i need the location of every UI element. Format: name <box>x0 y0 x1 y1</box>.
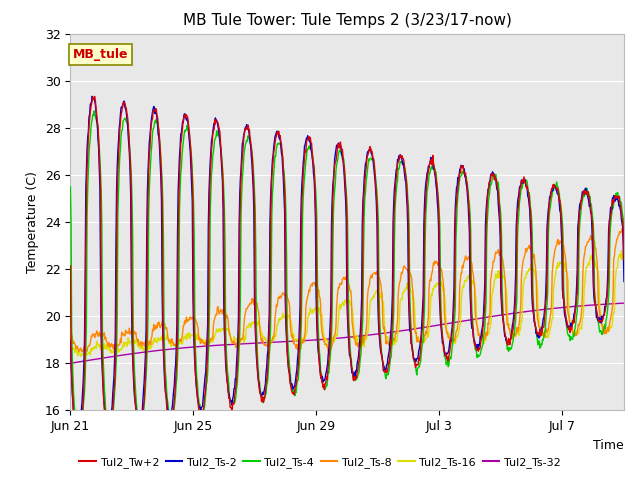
Legend: Tul2_Tw+2, Tul2_Ts-2, Tul2_Ts-4, Tul2_Ts-8, Tul2_Ts-16, Tul2_Ts-32: Tul2_Tw+2, Tul2_Ts-2, Tul2_Ts-4, Tul2_Ts… <box>75 452 565 472</box>
Y-axis label: Temperature (C): Temperature (C) <box>26 171 39 273</box>
Title: MB Tule Tower: Tule Temps 2 (3/23/17-now): MB Tule Tower: Tule Temps 2 (3/23/17-now… <box>183 13 511 28</box>
Text: MB_tule: MB_tule <box>73 48 129 61</box>
X-axis label: Time: Time <box>593 439 624 452</box>
